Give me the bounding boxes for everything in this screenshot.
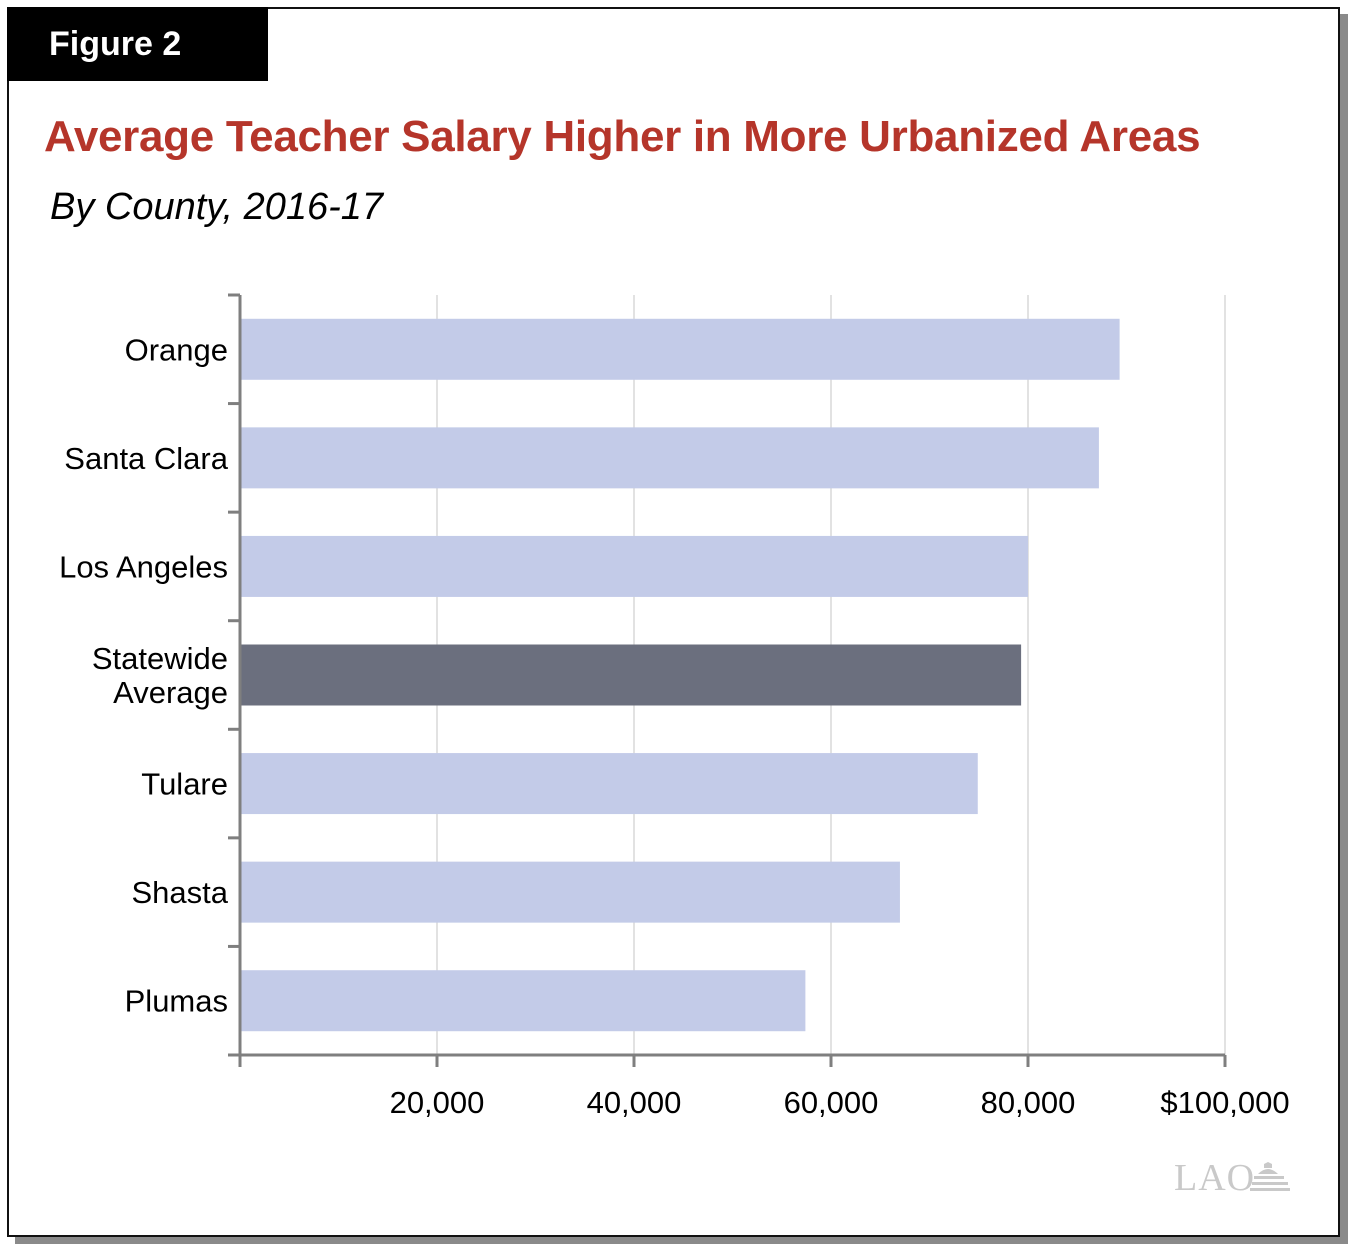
bar: [240, 861, 900, 923]
category-label: Los Angeles: [59, 549, 228, 584]
bar: [240, 753, 978, 815]
x-tick-label: 20,000: [390, 1085, 485, 1120]
chart-subtitle: By County, 2016-17: [50, 186, 384, 228]
x-tick-label: 80,000: [981, 1085, 1076, 1120]
capitol-logo-icon: [1250, 1162, 1290, 1191]
category-label: Plumas: [125, 984, 228, 1019]
lao-logo: LAO: [1174, 1157, 1256, 1199]
x-tick-label: $100,000: [1160, 1085, 1289, 1120]
bar: [240, 318, 1120, 380]
bar: [240, 970, 806, 1032]
category-label: Tulare: [141, 767, 228, 802]
x-tick-label: 40,000: [587, 1085, 682, 1120]
category-label: Santa Clara: [64, 441, 228, 476]
category-label: Average: [113, 675, 228, 710]
category-label: Orange: [125, 332, 228, 367]
highlight-bar: [240, 644, 1022, 706]
chart-title: Average Teacher Salary Higher in More Ur…: [44, 112, 1201, 161]
bar: [240, 427, 1099, 489]
figure-label: Figure 2: [7, 7, 268, 81]
category-label: Shasta: [131, 875, 228, 910]
category-label: Statewide: [92, 641, 228, 676]
bar: [240, 535, 1028, 597]
x-tick-label: 60,000: [784, 1085, 879, 1120]
